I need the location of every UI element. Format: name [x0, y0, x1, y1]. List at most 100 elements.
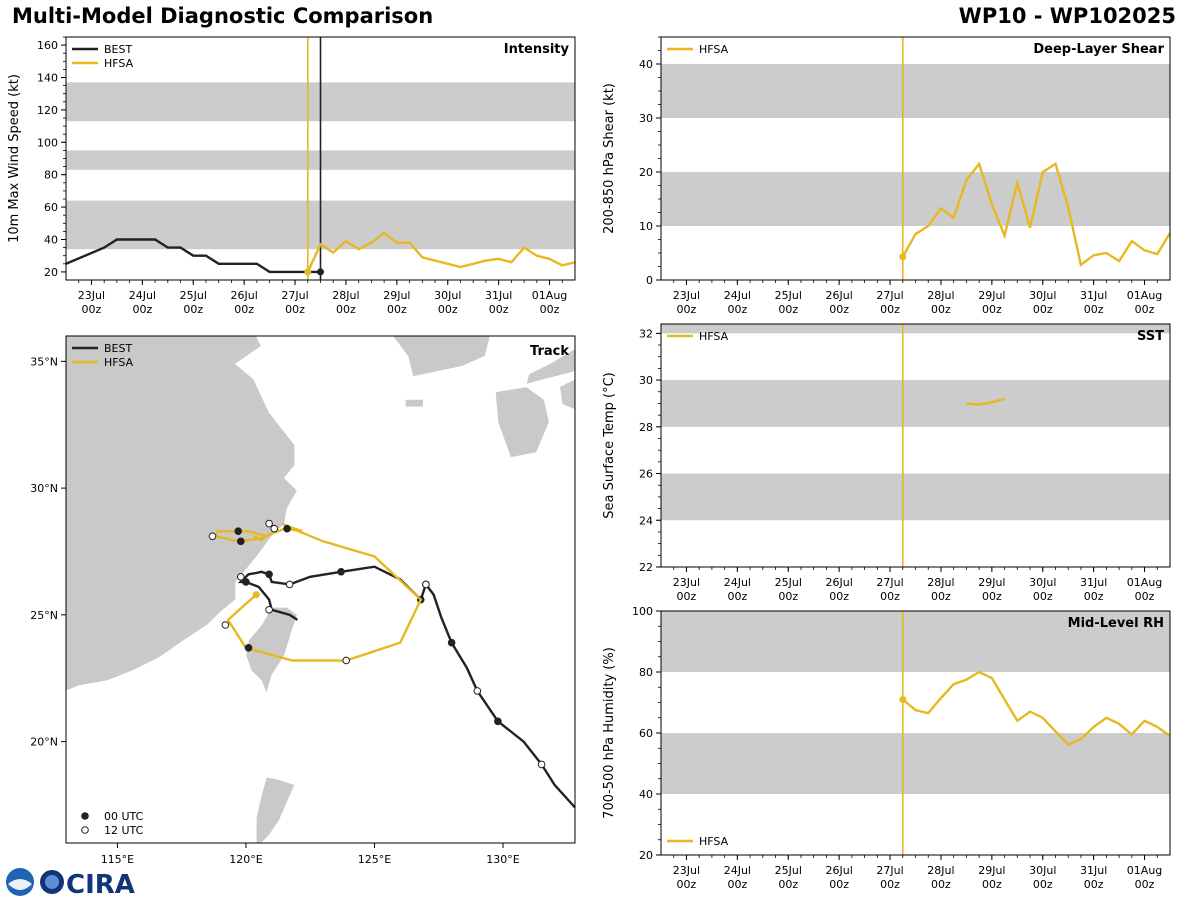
legend-label-hfsa: HFSA: [699, 835, 729, 848]
panel-intensity: 2040608010012014016023Jul00z24Jul00z25Ju…: [7, 36, 576, 316]
x-tick-day: 24Jul: [724, 864, 751, 877]
panel-title: Intensity: [504, 42, 570, 57]
cira-logo: CIRA: [6, 868, 135, 900]
x-tick-hour: 00z: [778, 878, 798, 891]
series-line-hfsa: [966, 397, 1005, 406]
x-tick-hour: 00z: [387, 303, 407, 316]
x-tick-hour: 00z: [183, 303, 203, 316]
x-tick-hour: 00z: [234, 303, 254, 316]
hfsa-track-marker: [342, 656, 351, 665]
x-tick-hour: 00z: [778, 590, 798, 603]
best-track-marker: [285, 580, 294, 589]
panel-track: 115°E 120°E 125°E 130°E 20°N 25°N 30°N 35°N Trac…: [30, 335, 576, 866]
hfsa-track-marker: [422, 580, 430, 589]
x-tick-day: 30Jul: [434, 289, 461, 302]
x-tick-hour: 00z: [1135, 590, 1155, 603]
x-tick-hour: 00z: [778, 303, 798, 316]
x-tick-day: 25Jul: [180, 289, 207, 302]
series-line-hfsa: [306, 231, 575, 273]
x-tick-hour: 00z: [132, 303, 152, 316]
best-track-marker: [473, 687, 482, 695]
x-tick-day: 01Aug: [1127, 864, 1162, 877]
shaded-band: [661, 733, 1170, 794]
series-start-marker-hfsa: [304, 268, 312, 276]
y-tick-label: 120: [37, 104, 58, 117]
shaded-band: [661, 64, 1170, 118]
hfsa-track-marker: [270, 524, 279, 533]
x-tick-hour: 00z: [82, 303, 102, 316]
page-title: Multi-Model Diagnostic Comparison: [12, 4, 434, 28]
y-tick-label: 160: [37, 39, 58, 52]
y-tick-label: 40: [44, 234, 58, 247]
axes-frame: [660, 323, 1171, 568]
x-tick-day: 26Jul: [826, 289, 853, 302]
lat-tick-label: 30°N: [30, 482, 58, 495]
x-tick-hour: 00z: [982, 878, 1002, 891]
x-tick-day: 25Jul: [775, 864, 802, 877]
legend-label-hfsa: HFSA: [104, 57, 134, 70]
x-tick-day: 26Jul: [826, 864, 853, 877]
legend-label-hfsa: HFSA: [699, 43, 729, 56]
y-tick-label: 40: [639, 58, 653, 71]
x-tick-hour: 00z: [727, 878, 747, 891]
marker-legend-symbol: [81, 826, 89, 834]
land-taiwan: [245, 606, 298, 695]
y-tick-label: 80: [44, 169, 58, 182]
x-tick-day: 31Jul: [1080, 289, 1107, 302]
x-tick-day: 31Jul: [1080, 576, 1107, 589]
x-tick-day: 23Jul: [673, 864, 700, 877]
x-tick-day: 28Jul: [332, 289, 359, 302]
shaded-band: [661, 172, 1170, 226]
x-tick-day: 24Jul: [724, 289, 751, 302]
y-tick-label: 100: [37, 136, 58, 149]
lon-tick-label: 130°E: [486, 853, 519, 866]
hfsa-track-marker: [221, 621, 230, 629]
x-tick-hour: 00z: [677, 590, 697, 603]
y-axis-label: 10m Max Wind Speed (kt): [7, 74, 22, 243]
x-tick-day: 24Jul: [724, 576, 751, 589]
panel-rh: 2040608010023Jul00z24Jul00z25Jul00z26Jul…: [602, 605, 1171, 891]
panel-title: SST: [1137, 329, 1164, 344]
y-tick-label: 20: [639, 849, 653, 862]
x-tick-day: 23Jul: [673, 289, 700, 302]
x-tick-hour: 00z: [677, 303, 697, 316]
y-tick-label: 60: [44, 201, 58, 214]
panel-title: Track: [530, 344, 569, 359]
best-track-marker: [494, 717, 502, 726]
x-tick-day: 30Jul: [1029, 576, 1056, 589]
x-tick-day: 29Jul: [978, 576, 1005, 589]
legend-label-hfsa: HFSA: [699, 330, 729, 343]
x-tick-day: 01Aug: [1127, 289, 1162, 302]
x-tick-hour: 00z: [489, 303, 509, 316]
x-tick-hour: 00z: [880, 878, 900, 891]
marker-legend-label: 00 UTC: [104, 810, 144, 823]
y-tick-label: 10: [639, 220, 653, 233]
y-tick-label: 30: [639, 112, 653, 125]
series-line-best: [66, 238, 321, 274]
x-tick-day: 27Jul: [876, 289, 903, 302]
series-line-hfsa: [901, 161, 1170, 267]
y-axis-label: Sea Surface Temp (°C): [602, 372, 617, 519]
hfsa-track-marker: [265, 519, 273, 528]
x-tick-hour: 00z: [931, 590, 951, 603]
y-tick-label: 20: [639, 166, 653, 179]
x-tick-hour: 00z: [982, 303, 1002, 316]
x-tick-hour: 00z: [1135, 878, 1155, 891]
storm-id: WP10 - WP102025: [958, 4, 1176, 28]
x-tick-day: 28Jul: [927, 864, 954, 877]
y-axis-label: 200-850 hPa Shear (kt): [602, 83, 617, 234]
map-frame: [65, 335, 576, 844]
lat-tick-label: 25°N: [30, 609, 58, 622]
x-tick-hour: 00z: [880, 590, 900, 603]
x-tick-day: 01Aug: [532, 289, 567, 302]
land-kyushu: [494, 386, 550, 459]
x-tick-hour: 00z: [829, 303, 849, 316]
x-tick-day: 29Jul: [978, 289, 1005, 302]
x-tick-hour: 00z: [336, 303, 356, 316]
y-tick-label: 30: [639, 374, 653, 387]
y-tick-label: 40: [639, 788, 653, 801]
x-tick-hour: 00z: [677, 878, 697, 891]
x-tick-day: 26Jul: [826, 576, 853, 589]
x-tick-hour: 00z: [1135, 303, 1155, 316]
y-tick-label: 0: [646, 274, 653, 287]
